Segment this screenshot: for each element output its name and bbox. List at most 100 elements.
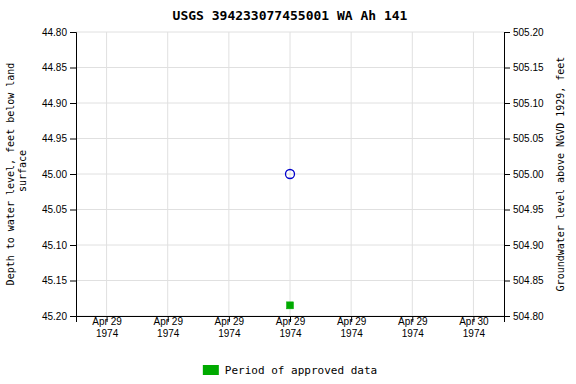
tick-mark xyxy=(70,103,76,104)
text-line: Depth to water level, feet below land xyxy=(5,63,16,286)
tick-mark xyxy=(70,174,76,175)
text-line: 1974 xyxy=(96,328,119,339)
tick-label: Apr 291974 xyxy=(398,316,428,339)
tick: 44.80 xyxy=(42,27,76,38)
tick: Apr 301974 xyxy=(459,316,489,339)
tick: 505.10 xyxy=(504,98,544,109)
plot: Apr 291974Apr 291974Apr 291974Apr 291974… xyxy=(5,27,566,339)
tick-mark xyxy=(504,281,510,282)
tick-label: 505.10 xyxy=(513,98,544,109)
grid-line xyxy=(167,32,168,316)
tick: Apr 291974 xyxy=(398,316,428,339)
tick-mark xyxy=(504,316,510,317)
tick: 504.90 xyxy=(504,240,544,251)
tick-mark xyxy=(70,210,76,211)
tick-label: 44.85 xyxy=(42,62,67,73)
tick: 505.15 xyxy=(504,62,544,73)
tick: 45.10 xyxy=(42,240,76,251)
tick: Apr 291974 xyxy=(337,316,367,339)
tick-label: Apr 301974 xyxy=(459,316,489,339)
grid-line xyxy=(473,32,474,316)
tick-mark xyxy=(70,316,76,317)
axis-line xyxy=(505,33,511,317)
tick-mark xyxy=(504,68,510,69)
text-line: surface xyxy=(17,150,28,198)
tick-mark xyxy=(504,245,510,246)
text-line: Apr 29 xyxy=(215,316,245,327)
title: USGS 394233077455001 WA Ah 141 xyxy=(173,8,408,23)
tick-mark xyxy=(504,210,510,211)
tick: 504.85 xyxy=(504,275,544,286)
tick: Apr 291974 xyxy=(153,316,183,339)
grid-line xyxy=(290,32,291,316)
tick: 504.80 xyxy=(504,311,544,322)
legend-item: Period of approved data xyxy=(203,364,377,377)
chart: Apr 291974Apr 291974Apr 291974Apr 291974… xyxy=(0,0,576,384)
series xyxy=(287,302,294,309)
text-line: 1974 xyxy=(218,328,241,339)
tick-label: 505.05 xyxy=(513,133,544,144)
tick-label: Apr 291974 xyxy=(276,316,306,339)
text-line: Apr 29 xyxy=(398,316,428,327)
tick: Apr 291974 xyxy=(215,316,245,339)
text-line: Apr 29 xyxy=(337,316,367,327)
tick-label: Apr 291974 xyxy=(153,316,183,339)
axis-line xyxy=(70,33,77,317)
text-line: Groundwater level above NGVD 1929, feet xyxy=(555,57,566,292)
y-axis-label: Depth to water level, feet below land su… xyxy=(5,63,28,286)
text-line: 1974 xyxy=(402,328,425,339)
tick-mark xyxy=(70,32,76,33)
grid xyxy=(76,32,504,316)
tick: 505.00 xyxy=(504,169,544,180)
tick: 505.20 xyxy=(504,27,544,38)
tick-mark xyxy=(504,103,510,104)
tick-label: 44.80 xyxy=(42,27,67,38)
tick-mark xyxy=(70,139,76,140)
tick-label: 505.20 xyxy=(513,27,544,38)
text-line: Apr 30 xyxy=(459,316,489,327)
tick-label: 504.90 xyxy=(513,240,544,251)
tick-mark xyxy=(504,174,510,175)
text-line: 1974 xyxy=(463,328,486,339)
tick-mark xyxy=(504,32,510,33)
series xyxy=(286,170,295,179)
text-line: 1974 xyxy=(341,328,364,339)
tick-label: 504.85 xyxy=(513,275,544,286)
tick: 504.95 xyxy=(504,204,544,215)
tick-label: 45.20 xyxy=(42,311,67,322)
tick-label: 45.15 xyxy=(42,275,67,286)
y-axis: 44.80 44.85 44.90 44.95 45.00 45.05 45.10 45.15… xyxy=(42,27,77,322)
tick: 45.00 xyxy=(42,169,76,180)
legend-swatch xyxy=(203,365,219,375)
tick-mark xyxy=(70,281,76,282)
tick-mark xyxy=(70,245,76,246)
y2-axis: 505.20 505.15 505.10 505.05 505.00 504.95 504.… xyxy=(504,27,544,322)
grid-line xyxy=(106,32,107,316)
y2-axis-label: Groundwater level above NGVD 1929, feet xyxy=(555,57,566,292)
tick-label: 505.15 xyxy=(513,62,544,73)
tick-label: 45.10 xyxy=(42,240,67,251)
tick: 44.95 xyxy=(42,133,76,144)
legend: Period of approved data xyxy=(203,364,377,377)
tick: Apr 291974 xyxy=(276,316,306,339)
tick-mark xyxy=(504,139,510,140)
tick-mark xyxy=(70,68,76,69)
tick-label: Apr 291974 xyxy=(92,316,122,339)
tick-label: 504.95 xyxy=(513,204,544,215)
grid-line xyxy=(412,32,413,316)
tick-label: Apr 291974 xyxy=(337,316,367,339)
text-line: 1974 xyxy=(279,328,302,339)
legend-label: Period of approved data xyxy=(225,364,377,377)
tick-label: 504.80 xyxy=(513,311,544,322)
point xyxy=(287,302,294,309)
tick: 44.90 xyxy=(42,98,76,109)
text-line: 1974 xyxy=(157,328,180,339)
tick-label: 45.05 xyxy=(42,204,67,215)
tick-label: 45.00 xyxy=(42,169,67,180)
point xyxy=(286,170,295,179)
x-axis: Apr 291974Apr 291974Apr 291974Apr 291974… xyxy=(77,316,505,339)
tick: 45.05 xyxy=(42,204,76,215)
marks xyxy=(286,170,295,309)
text-line: Apr 29 xyxy=(92,316,122,327)
tick: 45.15 xyxy=(42,275,76,286)
